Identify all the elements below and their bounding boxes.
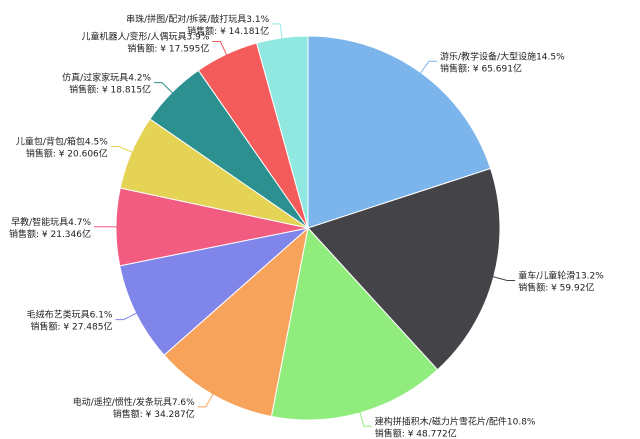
slice-label: 毛绒布艺类玩具6.1% [27, 309, 113, 321]
value-label: 销售额: ¥ 48.772亿 [375, 427, 457, 439]
leader-line [154, 82, 174, 95]
leader-line [197, 392, 215, 408]
value-label: 销售额: ¥ 17.595亿 [127, 43, 209, 55]
percent-label: 13.2% [575, 271, 604, 281]
percent-label: 4.2% [128, 74, 151, 84]
value-label: 销售额: ¥ 34.287亿 [113, 408, 195, 420]
leader-line [115, 312, 139, 321]
leader-line [358, 410, 372, 427]
slice-label: 儿童机器人/变形/人偶玩具3.9% [81, 31, 209, 43]
category-name: 儿童包/背包/箱包 [16, 135, 85, 147]
percent-label: 10.8% [507, 417, 536, 427]
category-name: 毛绒布艺类玩具 [27, 309, 90, 321]
value-label: 销售额: ¥ 65.691亿 [440, 62, 522, 74]
slice-label: 电动/遥控/惯性/发条玩具7.6% [73, 396, 195, 408]
slice-label: 儿童包/背包/箱包4.5% [16, 135, 108, 147]
percent-label: 4.5% [85, 137, 108, 147]
percent-label: 3.9% [187, 33, 210, 43]
value-label: 销售额: ¥ 14.181亿 [187, 25, 269, 37]
value-label: 销售额: ¥ 20.606亿 [26, 147, 108, 159]
leader-line [272, 23, 283, 40]
percent-label: 6.1% [90, 311, 113, 321]
slice-label: 童车/儿童轮滑13.2% [518, 269, 604, 281]
slice-label: 游乐/教学设备/大型设施14.5% [440, 50, 565, 62]
value-label: 销售额: ¥ 27.485亿 [31, 321, 113, 333]
leader-line [212, 41, 228, 57]
category-name: 串珠/拼图/配对/拆装/敲打玩具 [126, 13, 246, 25]
slice-label: 仿真/过家家玩具4.2% [62, 72, 151, 84]
value-label: 销售额: ¥ 18.815亿 [69, 84, 151, 96]
value-label: 销售额: ¥ 59.92亿 [518, 281, 594, 293]
category-name: 电动/遥控/惯性/发条玩具 [73, 396, 172, 408]
percent-label: 14.5% [536, 52, 565, 62]
slice-label: 早教/智能玩具4.7% [11, 216, 91, 228]
category-name: 仿真/过家家玩具 [62, 72, 128, 84]
category-name: 游乐/教学设备/大型设施 [440, 50, 536, 62]
category-name: 童车/儿童轮滑 [518, 269, 575, 281]
slice-label: 建构拼插积木/磁力片雪花片/配件10.8% [375, 415, 536, 427]
leader-line [491, 275, 516, 281]
category-name: 建构拼插积木/磁力片雪花片/配件 [375, 415, 507, 427]
category-name: 儿童机器人/变形/人偶玩具 [81, 31, 186, 43]
percent-label: 7.6% [172, 398, 195, 408]
category-name: 早教/智能玩具 [11, 216, 68, 228]
leader-line [419, 60, 438, 75]
leader-line [110, 145, 134, 154]
slice-label: 串珠/拼图/配对/拆装/敲打玩具3.1% [126, 13, 269, 25]
percent-label: 4.7% [68, 218, 91, 228]
value-label: 销售额: ¥ 21.346亿 [9, 228, 91, 240]
percent-label: 3.1% [246, 15, 269, 25]
